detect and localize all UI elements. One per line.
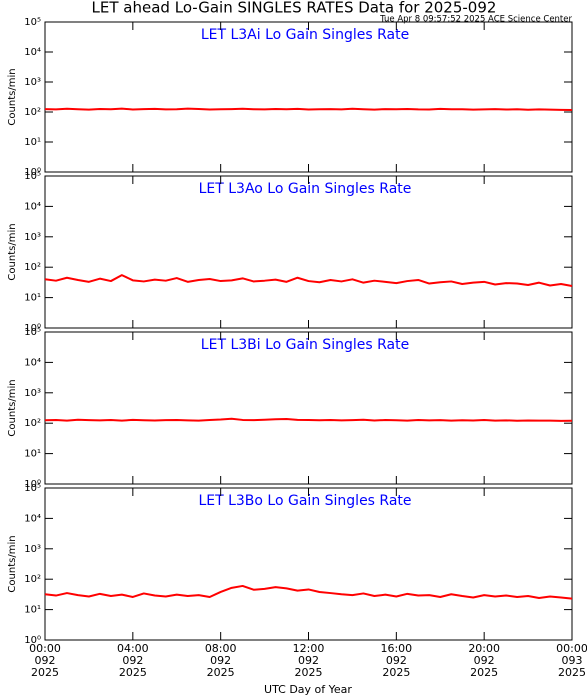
x-tick-sublabel: 092 xyxy=(298,654,319,667)
x-tick-sublabel: 092 xyxy=(35,654,56,667)
y-tick-label: 10¹ xyxy=(24,137,41,148)
y-tick-label: 10⁰ xyxy=(24,323,41,334)
y-tick-label: 10⁴ xyxy=(24,513,41,524)
y-tick-label: 10⁰ xyxy=(24,479,41,490)
data-line xyxy=(44,274,573,288)
plot-frame xyxy=(44,175,573,329)
x-tick-label: 12:00 xyxy=(293,642,325,655)
x-tick-label: 20:00 xyxy=(468,642,500,655)
x-tick-sublabel: 2025 xyxy=(119,666,147,679)
data-line xyxy=(44,417,573,422)
y-tick-label: 10⁰ xyxy=(24,167,41,178)
x-tick-label: 08:00 xyxy=(205,642,237,655)
panel-title: LET L3Bo Lo Gain Singles Rate xyxy=(198,493,411,509)
y-tick-label: 10² xyxy=(24,262,41,273)
y-tick-label: 10² xyxy=(24,574,41,585)
x-tick-sublabel: 092 xyxy=(122,654,143,667)
x-tick-sublabel: 2025 xyxy=(31,666,59,679)
y-tick-label: 10¹ xyxy=(24,449,41,460)
chart-subtitle: Tue Apr 8 09:57:52 2025 ACE Science Cent… xyxy=(379,15,572,25)
panel-title: LET L3Bi Lo Gain Singles Rate xyxy=(201,337,409,353)
data-line xyxy=(44,584,573,600)
x-tick-sublabel: 093 xyxy=(562,654,583,667)
y-tick-label: 10⁵ xyxy=(24,327,41,338)
y-axis-label: Counts/min xyxy=(7,535,18,592)
y-axis-label: Counts/min xyxy=(7,223,18,280)
x-tick-label: 16:00 xyxy=(380,642,412,655)
y-tick-label: 10⁴ xyxy=(24,47,41,58)
plot-frame xyxy=(44,331,573,485)
x-tick-label: 04:00 xyxy=(117,642,149,655)
panel-title: LET L3Ao Lo Gain Singles Rate xyxy=(199,181,412,197)
y-tick-label: 10² xyxy=(24,107,41,118)
y-tick-label: 10³ xyxy=(24,232,41,243)
x-tick-sublabel: 2025 xyxy=(207,666,235,679)
plot-frame xyxy=(44,21,573,173)
y-tick-label: 10¹ xyxy=(24,605,41,616)
y-tick-label: 10¹ xyxy=(24,293,41,304)
x-tick-sublabel: 2025 xyxy=(558,666,586,679)
y-tick-label: 10⁴ xyxy=(24,357,41,368)
y-tick-label: 10³ xyxy=(24,77,41,88)
data-line xyxy=(44,107,573,111)
x-tick-sublabel: 2025 xyxy=(382,666,410,679)
x-axis-label: UTC Day of Year xyxy=(264,683,352,696)
y-tick-label: 10³ xyxy=(24,388,41,399)
panel-title: LET L3Ai Lo Gain Singles Rate xyxy=(201,27,409,43)
y-tick-label: 10⁵ xyxy=(24,171,41,182)
y-axis-label: Counts/min xyxy=(7,379,18,436)
y-tick-label: 10⁵ xyxy=(24,17,41,28)
x-tick-sublabel: 2025 xyxy=(295,666,323,679)
y-axis-label: Counts/min xyxy=(7,68,18,125)
x-tick-label: 00:00 xyxy=(556,642,587,655)
y-tick-label: 10⁵ xyxy=(24,483,41,494)
y-tick-label: 10² xyxy=(24,418,41,429)
y-tick-label: 10³ xyxy=(24,544,41,555)
plot-frame xyxy=(44,487,573,641)
x-tick-sublabel: 092 xyxy=(210,654,231,667)
x-tick-sublabel: 092 xyxy=(386,654,407,667)
y-tick-label: 10⁴ xyxy=(24,201,41,212)
x-tick-label: 00:00 xyxy=(29,642,61,655)
x-tick-sublabel: 2025 xyxy=(470,666,498,679)
x-tick-sublabel: 092 xyxy=(474,654,495,667)
chart-title: LET ahead Lo-Gain SINGLES RATES Data for… xyxy=(92,0,497,17)
y-tick-label: 10⁰ xyxy=(24,635,41,646)
